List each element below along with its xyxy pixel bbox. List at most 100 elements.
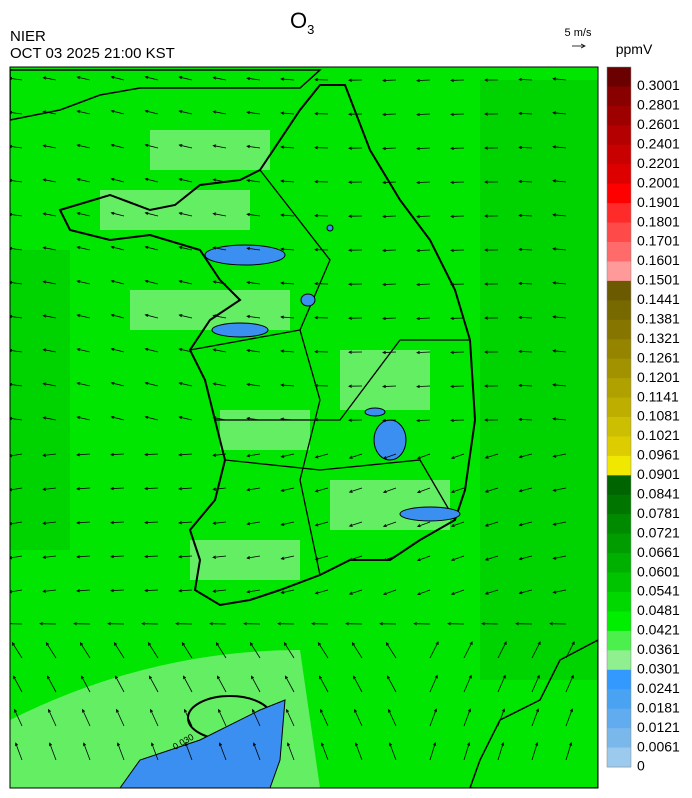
wind-arrow — [484, 350, 499, 354]
wind-arrow — [42, 555, 57, 559]
wind-arrow — [280, 145, 295, 149]
wind-arrow — [76, 382, 91, 387]
wind-arrow — [82, 742, 91, 761]
wind-arrow — [386, 675, 397, 693]
colorbar-cell — [607, 708, 631, 729]
colorbar-label: 0.1441 — [637, 291, 680, 307]
wind-arrow — [450, 589, 465, 596]
colorbar-cell — [607, 261, 631, 282]
wind-arrow — [182, 675, 193, 693]
wind-arrow — [280, 589, 295, 594]
colorbar-label: 0.3001 — [637, 77, 680, 93]
wind-arrow — [565, 741, 573, 761]
wind-arrow — [246, 246, 261, 251]
wind-arrow — [286, 708, 295, 727]
colorbar-label: 0.0781 — [637, 505, 680, 521]
wind-arrow — [212, 178, 227, 183]
wind-arrow — [209, 622, 227, 626]
wind-arrow — [416, 453, 431, 460]
wind-arrow — [348, 282, 363, 286]
wind-arrow — [450, 180, 465, 185]
wind-arrow — [518, 589, 533, 595]
title-main: O — [290, 8, 307, 33]
wind-arrow — [429, 641, 439, 659]
wind-arrow — [42, 382, 57, 387]
wind-arrow — [80, 675, 91, 693]
wind-arrow — [280, 213, 295, 217]
wind-arrow — [463, 674, 472, 693]
wind-arrow — [348, 384, 363, 388]
wind-arrow — [76, 416, 91, 421]
wind-arrow — [246, 110, 261, 115]
colorbar-label: 0.0121 — [637, 719, 680, 735]
wind-arrow — [113, 642, 125, 659]
wind-arrow — [10, 144, 23, 149]
wind-arrow — [497, 641, 507, 659]
wind-arrow — [481, 622, 499, 626]
wind-arrow — [212, 348, 227, 353]
wind-arrow — [76, 487, 91, 491]
colorbar-cell — [607, 553, 631, 574]
wind-arrow — [280, 349, 295, 353]
wind-arrow — [10, 555, 23, 560]
wind-arrow — [382, 214, 397, 219]
wind-arrow — [10, 246, 23, 251]
wind-arrow — [48, 708, 57, 727]
wind-arrow — [317, 642, 329, 659]
wind-arrow — [42, 314, 57, 319]
wind-arrow — [565, 708, 573, 727]
wind-arrow — [314, 384, 329, 388]
colorbar-cell — [607, 378, 631, 399]
wind-arrow — [518, 179, 533, 184]
wind-arrow — [416, 112, 431, 117]
colorbar-label: 0.0301 — [637, 660, 680, 676]
wind-arrow — [252, 708, 261, 727]
wind-arrow — [246, 589, 261, 594]
wind-arrow — [314, 589, 329, 595]
colorbar-cell — [607, 86, 631, 107]
wind-arrow — [416, 487, 431, 494]
colorbar-label: 0.0961 — [637, 447, 680, 463]
wind-arrow — [314, 248, 329, 252]
wind-arrow — [14, 742, 23, 761]
wind-arrow — [10, 589, 23, 594]
wind-arrow — [416, 316, 431, 321]
wind-arrow — [246, 348, 261, 353]
wind-arrow — [46, 675, 57, 693]
wind-arrow — [416, 555, 431, 562]
wind-arrow — [184, 708, 193, 727]
wind-arrow — [450, 487, 465, 494]
wind-arrow — [348, 418, 363, 422]
wind-arrow — [484, 384, 499, 388]
wind-arrow — [280, 453, 295, 458]
wind-arrow — [144, 381, 159, 387]
wind-arrow — [110, 588, 125, 593]
wind-arrow — [348, 112, 363, 116]
wind-arrow — [515, 622, 533, 626]
wind-arrow — [76, 280, 91, 285]
colorbar-cell — [607, 689, 631, 710]
colorbar-cell — [607, 475, 631, 496]
wind-arrow — [450, 282, 465, 287]
wind-arrow — [76, 521, 91, 525]
wind-arrow — [450, 146, 465, 151]
wind-arrow — [450, 384, 465, 389]
wind-arrow — [212, 555, 227, 559]
wind-arrow — [110, 486, 125, 491]
colorbar-cell — [607, 319, 631, 340]
colorbar-cell — [607, 183, 631, 204]
wind-arrow — [246, 178, 261, 183]
wind-arrow — [484, 453, 499, 459]
wind-arrow — [416, 282, 431, 287]
wind-arrow — [10, 314, 23, 319]
wind-arrow — [484, 248, 499, 252]
map-area: 0.030 — [10, 67, 598, 788]
wind-arrow — [178, 487, 193, 491]
wind-arrow — [150, 708, 159, 727]
wind-arrow — [382, 589, 397, 596]
wind-arrow — [42, 348, 57, 353]
wind-arrow — [39, 622, 57, 626]
wind-arrow — [246, 521, 261, 526]
wind-arrow — [10, 280, 23, 285]
wind-arrow — [10, 178, 23, 183]
